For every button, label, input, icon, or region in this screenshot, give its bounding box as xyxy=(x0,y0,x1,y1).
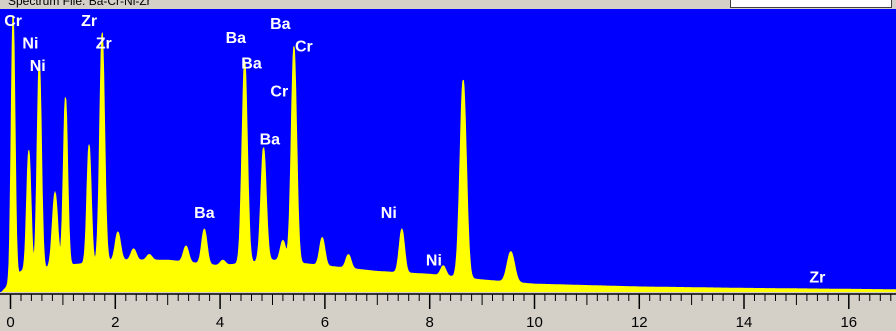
x-tick-label: 16 xyxy=(840,314,857,331)
x-tick-label: 14 xyxy=(736,314,753,331)
spectrum-series-area xyxy=(0,15,896,295)
peak-label-zr: Zr xyxy=(81,13,97,30)
peak-label-ba: Ba xyxy=(194,205,215,222)
peak-label-cr: Cr xyxy=(295,38,313,55)
peak-label-ba: Ba xyxy=(241,55,262,72)
x-tick-label: 6 xyxy=(321,314,329,331)
x-tick-label: 0 xyxy=(6,314,14,331)
plot-area[interactable] xyxy=(0,9,896,292)
peak-label-zr: Zr xyxy=(96,36,112,53)
x-axis-ticks: 0 2 4 6 8 10 12 14 16 xyxy=(6,294,892,331)
title-bar: Spectrum File: Ba-Cr-Ni-Zr xyxy=(0,0,896,9)
peak-label-ba: Ba xyxy=(226,30,247,47)
x-tick-label: 12 xyxy=(631,314,648,331)
x-tick-label: 10 xyxy=(526,314,543,331)
window-title: Spectrum File: Ba-Cr-Ni-Zr xyxy=(8,0,151,8)
cursor-readout-box xyxy=(730,0,892,8)
x-tick-label: 4 xyxy=(216,314,224,331)
peak-label-ni: Ni xyxy=(22,36,38,53)
peak-label-cr: Cr xyxy=(4,13,22,30)
x-tick-label: 2 xyxy=(111,314,119,331)
peak-label-ni: Ni xyxy=(30,58,46,75)
peak-label-ba: Ba xyxy=(270,16,291,33)
peak-label-ba: Ba xyxy=(260,131,281,148)
peak-label-ni: Ni xyxy=(381,205,397,222)
peak-label-zr: Zr xyxy=(809,270,825,287)
x-axis-band xyxy=(0,292,896,331)
peak-label-ni: Ni xyxy=(426,253,442,270)
x-tick-label: 8 xyxy=(426,314,434,331)
peak-label-cr: Cr xyxy=(270,84,288,101)
